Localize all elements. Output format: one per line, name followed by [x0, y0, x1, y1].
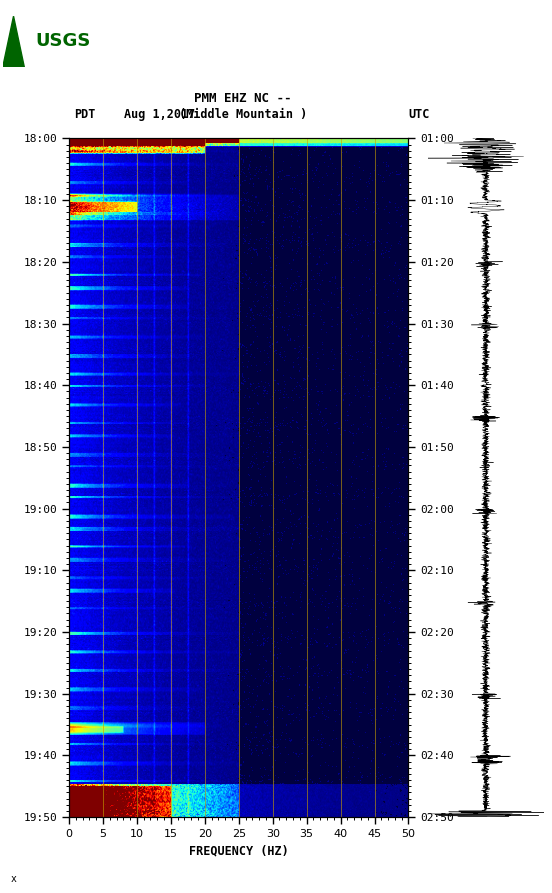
Text: Aug 1,2017: Aug 1,2017 [124, 108, 195, 121]
Polygon shape [3, 16, 24, 67]
X-axis label: FREQUENCY (HZ): FREQUENCY (HZ) [189, 845, 289, 857]
Text: UTC: UTC [408, 108, 430, 121]
Text: USGS: USGS [35, 32, 91, 50]
Text: PMM EHZ NC --: PMM EHZ NC -- [194, 92, 291, 104]
Text: PDT: PDT [75, 108, 96, 121]
Text: (Middle Mountain ): (Middle Mountain ) [179, 108, 307, 121]
Text: x: x [11, 874, 17, 884]
